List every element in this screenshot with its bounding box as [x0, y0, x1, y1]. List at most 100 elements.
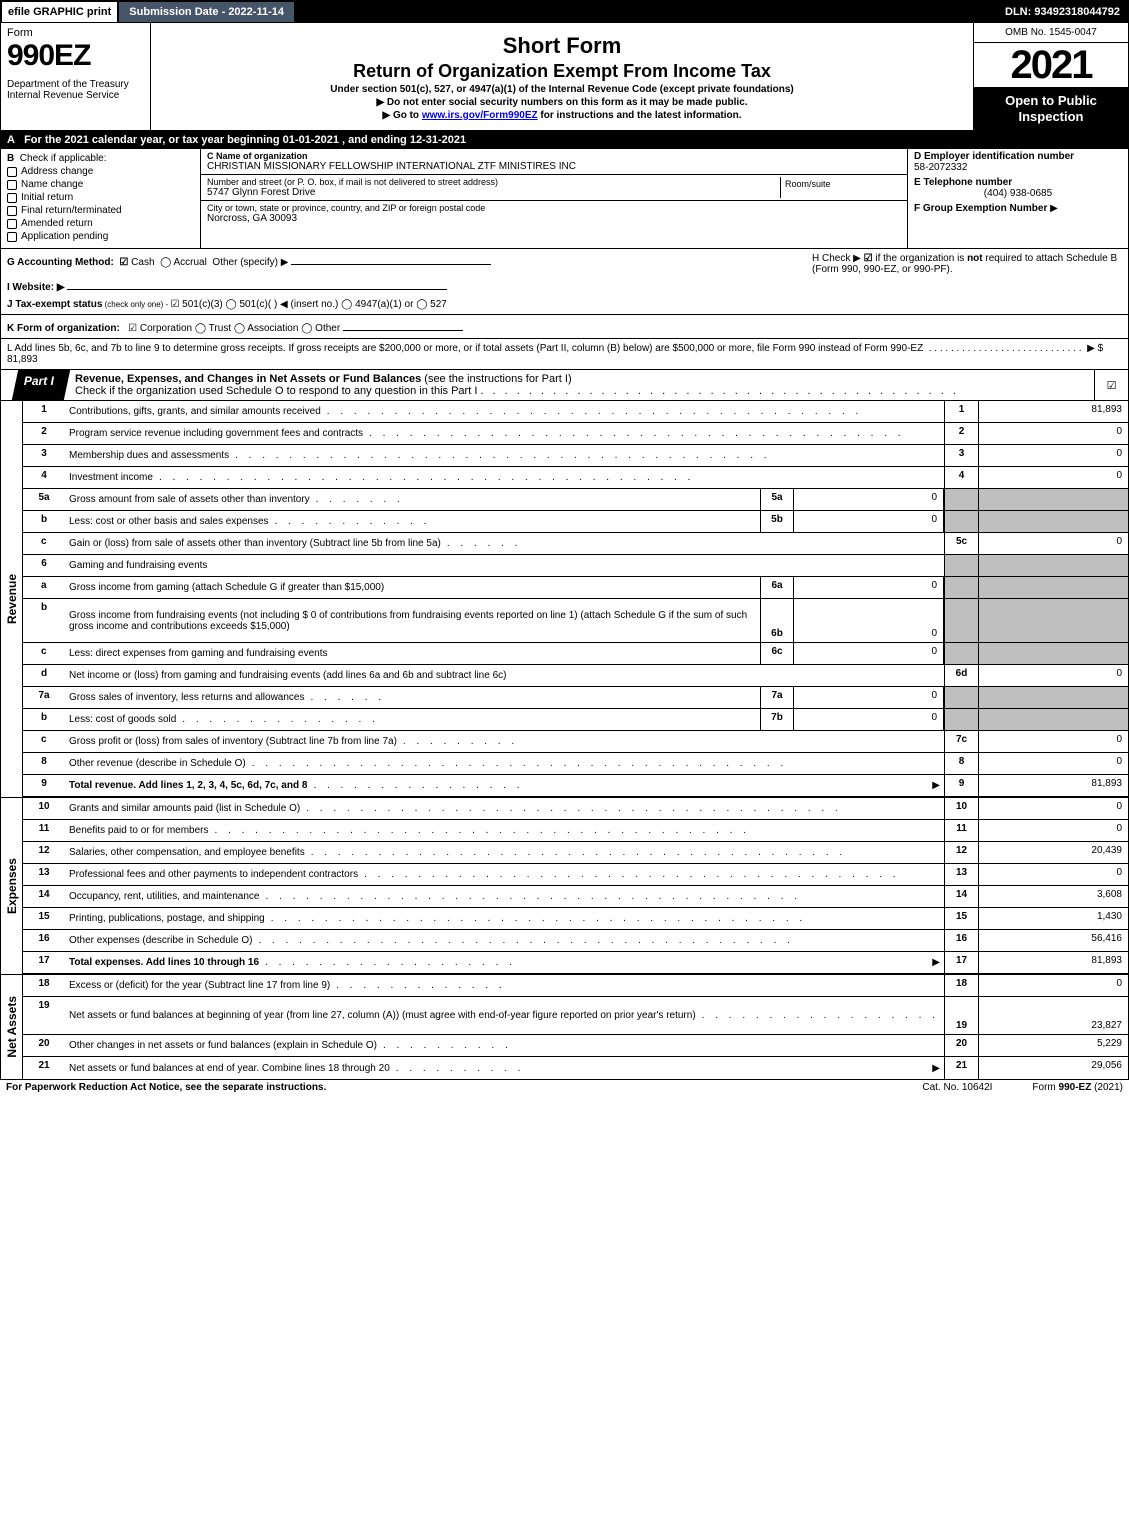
line-7b: b Less: cost of goods sold. . . . . . . …: [23, 709, 1128, 731]
other-specify-input[interactable]: [291, 253, 491, 265]
line-val: 23,827: [978, 997, 1128, 1034]
street-label: Number and street (or P. O. box, if mail…: [207, 177, 780, 187]
line-desc: Gross income from fundraising events (no…: [65, 599, 760, 642]
open-to-public: Open to Public Inspection: [974, 87, 1128, 130]
col-b-letter: B: [7, 153, 14, 164]
instruct-1: ▶ Do not enter social security numbers o…: [376, 97, 747, 108]
row-a-label: A: [7, 134, 21, 146]
line-rnum: 10: [944, 798, 978, 819]
chk-label: Amended return: [21, 218, 93, 229]
line-desc: Salaries, other compensation, and employ…: [65, 842, 944, 863]
shaded-cell: [944, 555, 978, 576]
group-exemption-cell: F Group Exemption Number ▶: [908, 201, 1128, 216]
line-num: 8: [23, 753, 65, 774]
checkbox-icon[interactable]: [7, 180, 17, 190]
line-19: 19 Net assets or fund balances at beginn…: [23, 997, 1128, 1035]
line-num: a: [23, 577, 65, 598]
chk-label: Final return/terminated: [21, 205, 122, 216]
chk-application-pending: Application pending: [7, 231, 194, 242]
line-7a: 7a Gross sales of inventory, less return…: [23, 687, 1128, 709]
part-1-title-bold: Revenue, Expenses, and Changes in Net As…: [75, 373, 421, 385]
line-num: c: [23, 643, 65, 664]
line-val: 0: [978, 445, 1128, 466]
sub-num: 6c: [760, 643, 794, 664]
row-g-label: G Accounting Method:: [7, 257, 114, 268]
line-rnum: 4: [944, 467, 978, 488]
part-1-checktext: Check if the organization used Schedule …: [75, 385, 477, 397]
checkbox-icon[interactable]: [7, 206, 17, 216]
line-val: 56,416: [978, 930, 1128, 951]
line-rnum: 19: [944, 997, 978, 1034]
chk-final-return: Final return/terminated: [7, 205, 194, 216]
line-num: c: [23, 533, 65, 554]
line-desc: Investment income. . . . . . . . . . . .…: [65, 467, 944, 488]
line-2: 2 Program service revenue including gove…: [23, 423, 1128, 445]
line-num: 12: [23, 842, 65, 863]
sub-val: 0: [794, 643, 944, 664]
row-a: A For the 2021 calendar year, or tax yea…: [1, 131, 1128, 149]
checkbox-icon[interactable]: [7, 219, 17, 229]
arrow-icon: ▶: [932, 957, 940, 968]
opt-cash: Cash: [131, 257, 154, 268]
form-word: Form: [7, 27, 144, 39]
shaded-cell: [978, 489, 1128, 510]
line-5b: b Less: cost or other basis and sales ex…: [23, 511, 1128, 533]
line-num: 18: [23, 975, 65, 996]
opt-accrual: Accrual: [174, 257, 207, 268]
net-assets-sidebar: Net Assets: [1, 975, 23, 1079]
footer-left: For Paperwork Reduction Act Notice, see …: [6, 1082, 882, 1093]
checkbox-icon[interactable]: [7, 232, 17, 242]
room-suite-cell: Room/suite: [781, 177, 901, 198]
line-num: 6: [23, 555, 65, 576]
row-j-detail: (check only one) -: [102, 300, 170, 309]
shaded-cell: [944, 643, 978, 664]
shaded-cell: [978, 555, 1128, 576]
department-label: Department of the Treasury Internal Reve…: [7, 79, 144, 101]
line-desc: Total expenses. Add lines 10 through 16.…: [65, 952, 944, 973]
line-6: 6 Gaming and fundraising events: [23, 555, 1128, 577]
line-val: 0: [978, 467, 1128, 488]
section-b-c-d: B Check if applicable: Address change Na…: [1, 149, 1128, 249]
header-left: Form 990EZ Department of the Treasury In…: [1, 23, 151, 130]
line-val: 0: [978, 820, 1128, 841]
line-val: 0: [978, 753, 1128, 774]
tax-year: 2021: [974, 43, 1128, 87]
row-g-h-i-j: G Accounting Method: ☑ Cash ◯ Accrual Ot…: [1, 249, 1128, 315]
line-rnum: 5c: [944, 533, 978, 554]
line-desc: Occupancy, rent, utilities, and maintena…: [65, 886, 944, 907]
line-6c: c Less: direct expenses from gaming and …: [23, 643, 1128, 665]
arrow-icon: ▶ $: [1087, 343, 1103, 354]
line-9: 9 Total revenue. Add lines 1, 2, 3, 4, 5…: [23, 775, 1128, 797]
shaded-cell: [978, 687, 1128, 708]
line-14: 14 Occupancy, rent, utilities, and maint…: [23, 886, 1128, 908]
sub-val: 0: [794, 489, 944, 510]
line-desc: Less: cost of goods sold. . . . . . . . …: [65, 709, 760, 730]
line-6b: b Gross income from fundraising events (…: [23, 599, 1128, 643]
phone-value: (404) 938-0685: [914, 188, 1122, 199]
expenses-lines: 10 Grants and similar amounts paid (list…: [23, 798, 1128, 974]
street-cell: Number and street (or P. O. box, if mail…: [207, 177, 781, 198]
form-title-2: Return of Organization Exempt From Incom…: [353, 61, 771, 82]
check-icon: ☑: [864, 253, 873, 264]
line-num: 19: [23, 997, 65, 1034]
efile-print-button[interactable]: efile GRAPHIC print: [1, 1, 118, 23]
line-rnum: 12: [944, 842, 978, 863]
line-6d: d Net income or (loss) from gaming and f…: [23, 665, 1128, 687]
line-val: 0: [978, 798, 1128, 819]
line-num: 5a: [23, 489, 65, 510]
expenses-sidebar: Expenses: [1, 798, 23, 974]
checkbox-icon[interactable]: [7, 193, 17, 203]
row-j: J Tax-exempt status (check only one) - ☑…: [7, 299, 792, 310]
irs-link[interactable]: www.irs.gov/Form990EZ: [422, 110, 538, 121]
check-icon: ☑: [119, 257, 128, 268]
org-other-input[interactable]: [343, 319, 463, 331]
arrow-icon: ▶: [932, 780, 940, 791]
row-k-opts: ☑ Corporation ◯ Trust ◯ Association ◯ Ot…: [128, 323, 340, 334]
page-footer: For Paperwork Reduction Act Notice, see …: [0, 1080, 1129, 1095]
website-input[interactable]: [67, 278, 447, 290]
line-desc: Program service revenue including govern…: [65, 423, 944, 444]
checkbox-icon[interactable]: [7, 167, 17, 177]
line-desc: Membership dues and assessments. . . . .…: [65, 445, 944, 466]
line-desc: Contributions, gifts, grants, and simila…: [65, 401, 944, 422]
line-12: 12 Salaries, other compensation, and emp…: [23, 842, 1128, 864]
